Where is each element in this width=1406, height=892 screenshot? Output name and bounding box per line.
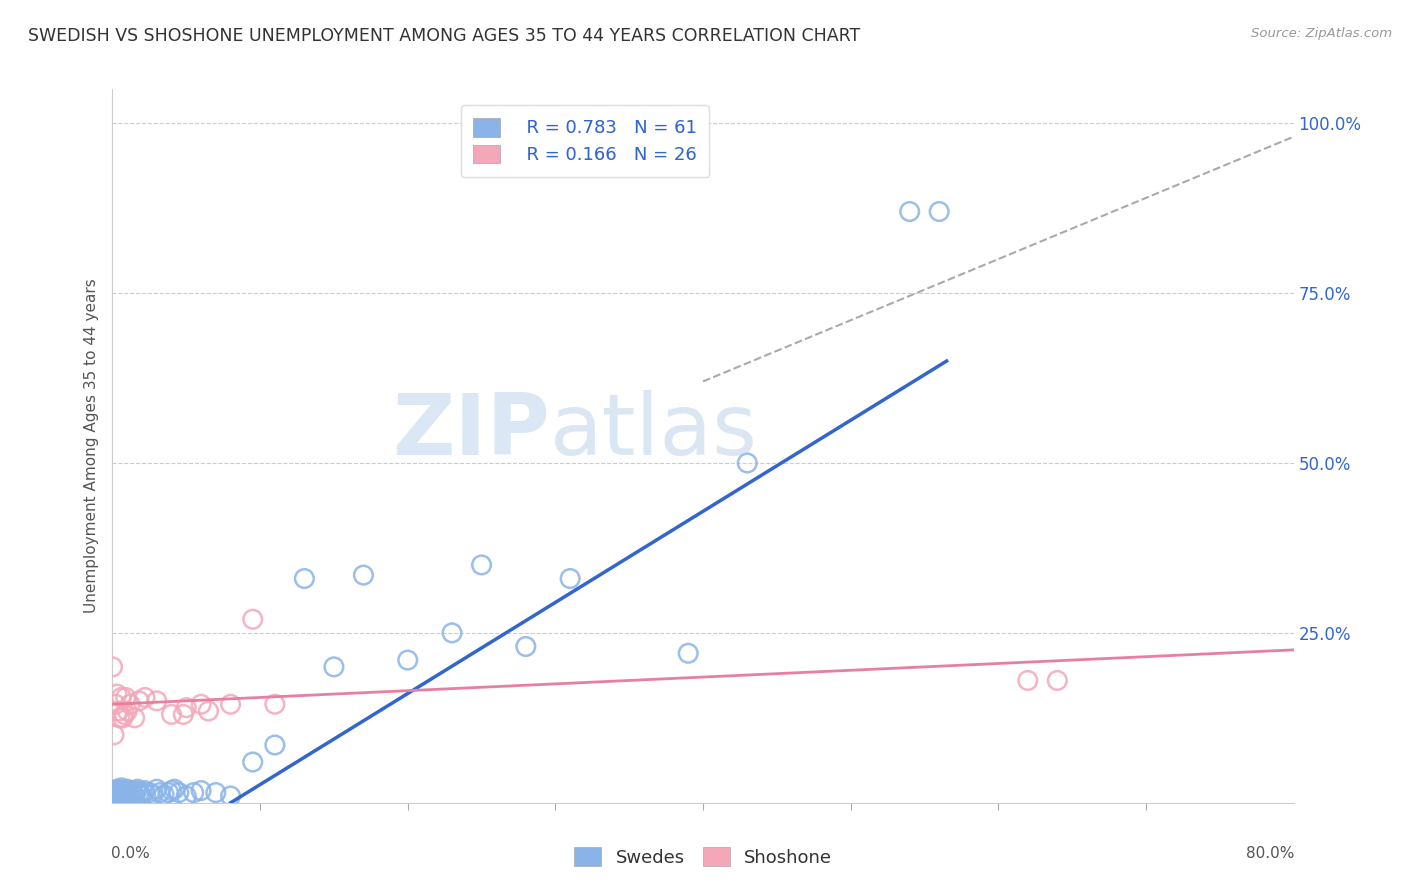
Point bbox=[122, 786, 145, 800]
Point bbox=[114, 690, 136, 705]
Point bbox=[190, 698, 212, 712]
Point bbox=[172, 707, 194, 722]
Point bbox=[108, 783, 131, 797]
Point bbox=[134, 690, 156, 705]
Point bbox=[110, 690, 132, 705]
Point bbox=[120, 788, 142, 802]
Text: Source: ZipAtlas.com: Source: ZipAtlas.com bbox=[1251, 27, 1392, 40]
Point bbox=[146, 694, 169, 708]
Point bbox=[131, 789, 153, 803]
Text: atlas: atlas bbox=[550, 390, 758, 474]
Point bbox=[103, 788, 125, 802]
Point bbox=[105, 782, 128, 797]
Point bbox=[132, 786, 155, 800]
Point bbox=[174, 700, 197, 714]
Point bbox=[441, 626, 464, 640]
Point bbox=[110, 786, 132, 800]
Point bbox=[138, 786, 160, 800]
Point bbox=[101, 660, 124, 674]
Point bbox=[103, 728, 125, 742]
Point bbox=[104, 698, 127, 712]
Point bbox=[124, 789, 146, 803]
Point bbox=[160, 707, 183, 722]
Point bbox=[149, 786, 172, 800]
Point bbox=[242, 755, 264, 769]
Point bbox=[111, 711, 134, 725]
Point bbox=[205, 786, 228, 800]
Point bbox=[292, 572, 315, 586]
Point bbox=[141, 788, 163, 802]
Text: 80.0%: 80.0% bbox=[1246, 846, 1295, 861]
Point bbox=[470, 558, 494, 572]
Point bbox=[167, 786, 190, 800]
Point bbox=[898, 204, 921, 219]
Text: SWEDISH VS SHOSHONE UNEMPLOYMENT AMONG AGES 35 TO 44 YEARS CORRELATION CHART: SWEDISH VS SHOSHONE UNEMPLOYMENT AMONG A… bbox=[28, 27, 860, 45]
Point bbox=[105, 790, 128, 805]
Point bbox=[160, 783, 183, 797]
Point bbox=[107, 704, 129, 718]
Point bbox=[153, 788, 176, 802]
Point bbox=[737, 456, 759, 470]
Point bbox=[112, 790, 135, 805]
Legend: Swedes, Shoshone: Swedes, Shoshone bbox=[567, 840, 839, 874]
Point bbox=[558, 572, 582, 586]
Legend:   R = 0.783   N = 61,   R = 0.166   N = 26: R = 0.783 N = 61, R = 0.166 N = 26 bbox=[461, 105, 709, 177]
Point bbox=[242, 612, 264, 626]
Text: 0.0%: 0.0% bbox=[111, 846, 150, 861]
Point bbox=[124, 711, 146, 725]
Point bbox=[118, 786, 141, 800]
Point bbox=[197, 704, 219, 718]
Point bbox=[120, 698, 142, 712]
Point bbox=[515, 640, 537, 654]
Point bbox=[396, 653, 419, 667]
Point bbox=[129, 788, 152, 802]
Point bbox=[121, 783, 143, 797]
Point bbox=[183, 786, 205, 800]
Point bbox=[1046, 673, 1069, 688]
Point bbox=[125, 783, 148, 797]
Point bbox=[108, 789, 131, 803]
Point bbox=[1017, 673, 1039, 688]
Point bbox=[264, 738, 287, 752]
Point bbox=[219, 698, 242, 712]
Y-axis label: Unemployment Among Ages 35 to 44 years: Unemployment Among Ages 35 to 44 years bbox=[83, 278, 98, 614]
Point bbox=[146, 782, 169, 797]
Point bbox=[174, 789, 197, 803]
Point bbox=[103, 783, 125, 797]
Point bbox=[128, 694, 150, 708]
Text: ZIP: ZIP bbox=[392, 390, 550, 474]
Point bbox=[101, 792, 124, 806]
Point bbox=[264, 698, 287, 712]
Point bbox=[219, 789, 242, 803]
Point bbox=[128, 786, 150, 800]
Point bbox=[107, 788, 129, 802]
Point bbox=[112, 786, 135, 800]
Point bbox=[111, 782, 134, 797]
Point bbox=[114, 783, 136, 797]
Point bbox=[134, 783, 156, 797]
Point bbox=[157, 786, 180, 800]
Point bbox=[117, 789, 138, 803]
Point bbox=[678, 646, 700, 660]
Point bbox=[352, 568, 374, 582]
Point bbox=[111, 788, 134, 802]
Point bbox=[323, 660, 346, 674]
Point bbox=[110, 780, 132, 795]
Point bbox=[104, 789, 127, 803]
Point bbox=[112, 707, 135, 722]
Point bbox=[117, 782, 138, 797]
Point bbox=[108, 711, 131, 725]
Point bbox=[127, 782, 149, 797]
Point bbox=[105, 687, 128, 701]
Point bbox=[104, 786, 127, 800]
Point bbox=[190, 783, 212, 797]
Point bbox=[163, 782, 186, 797]
Point bbox=[117, 704, 138, 718]
Point bbox=[928, 204, 950, 219]
Point bbox=[103, 790, 125, 805]
Point bbox=[107, 785, 129, 799]
